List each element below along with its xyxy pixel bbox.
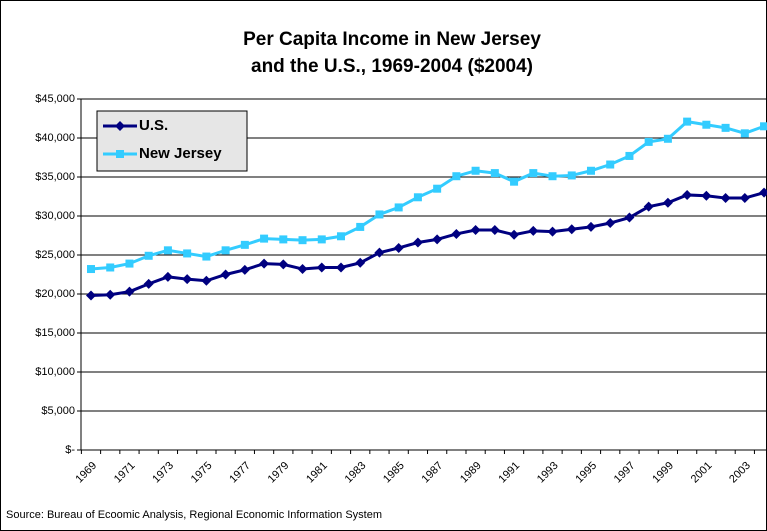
y-tick-label: $45,000 [35,93,75,105]
data-point [432,234,443,245]
data-point [433,184,442,193]
data-point [740,129,749,138]
chart-title: and the U.S., 1969-2004 ($2004) [251,56,533,77]
y-tick-label: $- [65,444,75,456]
data-point [105,289,116,300]
data-point [490,169,499,178]
data-point [144,251,153,260]
data-point [701,190,712,201]
data-point [278,259,289,270]
data-point [662,197,673,208]
legend-box [96,110,248,172]
data-point [124,286,135,297]
data-point [182,274,193,285]
data-point [451,228,462,239]
chart-title: Per Capita Income in New Jersey [243,29,541,50]
data-point [644,137,653,146]
data-point [759,187,767,198]
data-point [201,275,212,286]
data-point [548,172,557,181]
data-point [183,249,192,258]
data-point [605,218,616,229]
data-point [471,166,480,175]
data-point [143,278,154,289]
data-point [625,151,634,160]
data-point [509,229,520,240]
data-point [374,247,385,258]
data-point [335,262,346,273]
data-point [279,235,288,244]
y-tick-label: $20,000 [35,288,75,300]
data-point [393,242,404,253]
data-point [683,117,692,126]
y-tick-label: $25,000 [35,249,75,261]
legend-label: New Jersey [139,145,222,162]
y-tick-label: $15,000 [35,327,75,339]
y-tick-label: $5,000 [41,405,75,417]
data-point [336,232,345,241]
data-point [720,193,731,204]
data-point [221,246,230,255]
y-tick-label: $35,000 [35,171,75,183]
data-point [470,225,481,236]
source-note: Source: Bureau of Ecoomic Analysis, Regi… [6,509,382,521]
data-point [529,169,538,178]
data-point [394,203,403,212]
data-point [760,122,767,131]
data-point [316,262,327,273]
data-point [116,150,124,158]
y-tick-label: $10,000 [35,366,75,378]
data-point [239,264,250,275]
data-point [355,257,366,268]
data-point [606,160,615,169]
data-point [163,246,172,255]
data-point [721,123,730,132]
y-tick-label: $40,000 [35,132,75,144]
data-point [643,201,654,212]
data-point [356,222,365,231]
data-point [702,120,711,129]
data-point [682,189,693,200]
data-point [489,225,500,236]
data-point [663,134,672,143]
data-point [547,226,558,237]
data-point [413,193,422,202]
data-point [510,177,519,186]
data-point [585,221,596,232]
data-point [297,264,308,275]
data-point [115,121,125,131]
data-point [106,263,115,272]
data-point [567,171,576,180]
data-point [452,172,461,181]
data-point [566,224,577,235]
data-point [739,193,750,204]
data-point [624,212,635,223]
data-point [162,271,173,282]
data-point [259,258,270,269]
data-point [240,240,249,249]
data-point [125,259,134,268]
data-point [220,269,231,280]
y-tick-label: $30,000 [35,210,75,222]
data-point [375,210,384,219]
data-point [412,237,423,248]
legend-label: U.S. [139,117,168,134]
data-point [317,235,326,244]
data-point [86,290,96,301]
data-point [586,166,595,175]
data-point [202,252,211,261]
data-point [87,265,95,274]
data-point [528,225,539,236]
data-point [298,236,307,245]
data-point [260,234,269,243]
